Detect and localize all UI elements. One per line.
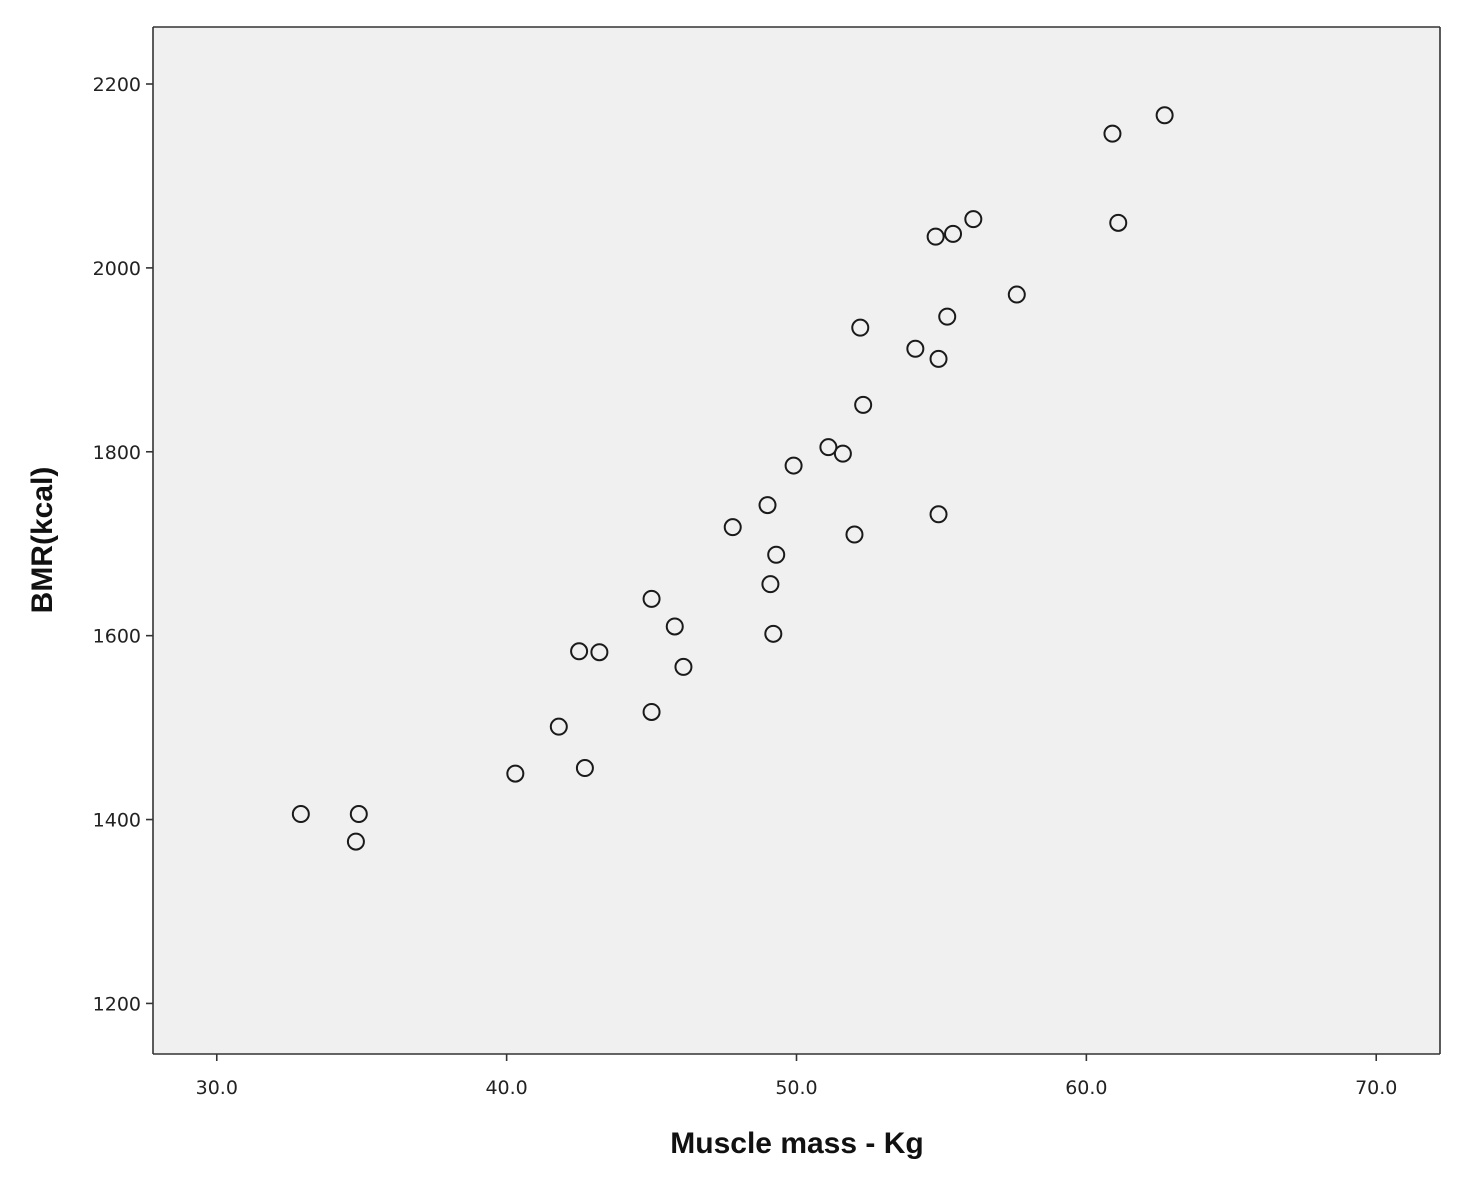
data-point	[1103, 124, 1122, 143]
y-tick-label: 2000	[93, 258, 141, 280]
data-point	[723, 518, 742, 537]
data-point	[349, 805, 368, 824]
y-tick-label: 1800	[93, 442, 141, 464]
data-point	[929, 505, 948, 524]
data-point	[767, 545, 786, 564]
y-tick-label: 1600	[93, 626, 141, 648]
data-point	[1007, 285, 1026, 304]
x-tick-label: 30.0	[196, 1077, 238, 1099]
y-tick-label: 2200	[93, 74, 141, 96]
data-point	[851, 318, 870, 337]
data-point	[964, 210, 983, 229]
x-tick-label: 50.0	[775, 1077, 817, 1099]
data-point	[833, 444, 852, 463]
x-axis-ticks: 30.0 40.0 50.0 60.0 70.0	[196, 1054, 1397, 1099]
data-point	[1155, 106, 1174, 125]
data-point	[906, 339, 925, 358]
data-point	[665, 617, 684, 636]
data-point	[938, 307, 957, 326]
y-tick-label: 1200	[93, 993, 141, 1015]
y-axis-title: BMR(kcal)	[26, 467, 59, 614]
data-point	[674, 657, 693, 676]
data-point	[291, 805, 310, 824]
data-point	[761, 575, 780, 594]
data-point	[549, 717, 568, 736]
data-point	[570, 642, 589, 661]
data-point	[784, 456, 803, 475]
data-point	[845, 525, 864, 544]
data-point	[346, 832, 365, 851]
data-point	[819, 438, 838, 457]
data-point	[590, 643, 609, 662]
data-points	[291, 106, 1174, 851]
data-point	[926, 227, 945, 246]
x-tick-label: 40.0	[485, 1077, 527, 1099]
data-point	[944, 224, 963, 243]
data-point	[1109, 213, 1128, 232]
data-point	[642, 702, 661, 721]
x-tick-label: 60.0	[1065, 1077, 1107, 1099]
data-point	[929, 349, 948, 368]
x-tick-label: 70.0	[1355, 1077, 1397, 1099]
data-point	[854, 395, 873, 414]
data-point	[642, 589, 661, 608]
data-point	[506, 764, 525, 783]
y-axis-ticks: 1200 1400 1600 1800 2000 2200	[93, 74, 153, 1015]
x-axis-title: Muscle mass - Kg	[670, 1127, 923, 1160]
data-point	[758, 496, 777, 515]
data-point	[575, 759, 594, 778]
data-point	[764, 624, 783, 643]
y-tick-label: 1400	[93, 810, 141, 832]
plot-area	[153, 27, 1440, 1054]
